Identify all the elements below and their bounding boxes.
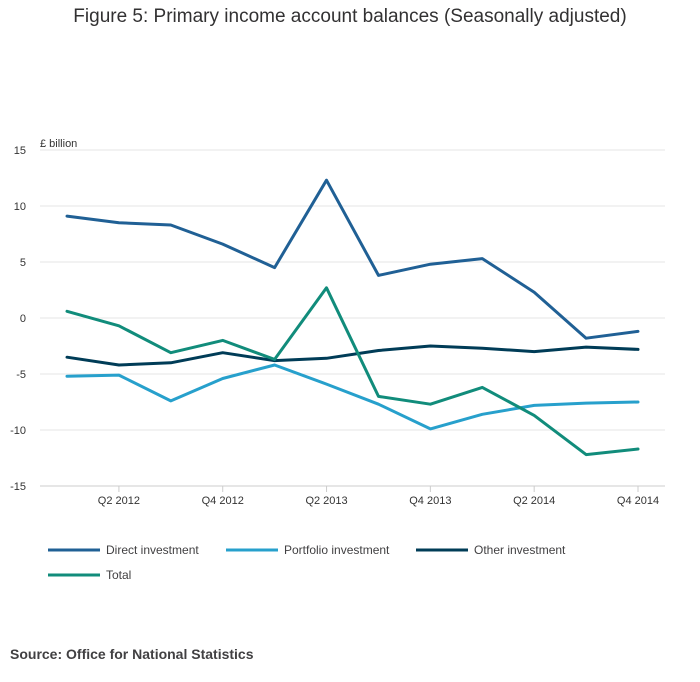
x-tick-label: Q4 2014 (617, 495, 659, 507)
y-axis: -15 -10 -5 0 5 10 15 (10, 145, 26, 493)
legend-label: Total (106, 568, 131, 582)
x-tick-label: Q2 2012 (98, 495, 140, 507)
y-tick-label: -15 (10, 481, 26, 493)
y-axis-label: £ billion (40, 138, 77, 150)
y-tick-label: 10 (14, 201, 26, 213)
series-line-portfolio-investment (65, 363, 640, 431)
source-note: Source: Office for National Statistics (10, 646, 254, 662)
x-axis: Q2 2012 Q4 2012 Q2 2013 Q4 2013 Q2 2014 Q4 20… (98, 486, 659, 507)
legend-item: Other investment (416, 543, 566, 557)
legend-item: Direct investment (48, 543, 199, 557)
y-tick-label: -10 (10, 425, 26, 437)
y-tick-label: -5 (16, 369, 26, 381)
x-tick-label: Q4 2012 (202, 495, 244, 507)
y-tick-label: 15 (14, 145, 26, 157)
y-tick-label: 0 (20, 313, 26, 325)
legend-item: Portfolio investment (226, 543, 390, 557)
legend: Direct investment Portfolio investment Oth… (48, 543, 566, 582)
series-line-other-investment (65, 344, 640, 367)
chart-title: Figure 5: Primary income account balance… (73, 6, 627, 27)
y-tick-label: 5 (20, 257, 26, 269)
legend-label: Other investment (474, 543, 566, 557)
series-line-direct-investment (65, 178, 640, 340)
grid-lines (40, 149, 665, 487)
x-tick-label: Q2 2013 (305, 495, 347, 507)
series-lines (65, 178, 640, 457)
series-line-total (65, 286, 640, 457)
x-tick-label: Q2 2014 (513, 495, 555, 507)
legend-label: Portfolio investment (284, 543, 390, 557)
x-tick-label: Q4 2013 (409, 495, 451, 507)
legend-item: Total (48, 568, 131, 582)
legend-label: Direct investment (106, 543, 199, 557)
